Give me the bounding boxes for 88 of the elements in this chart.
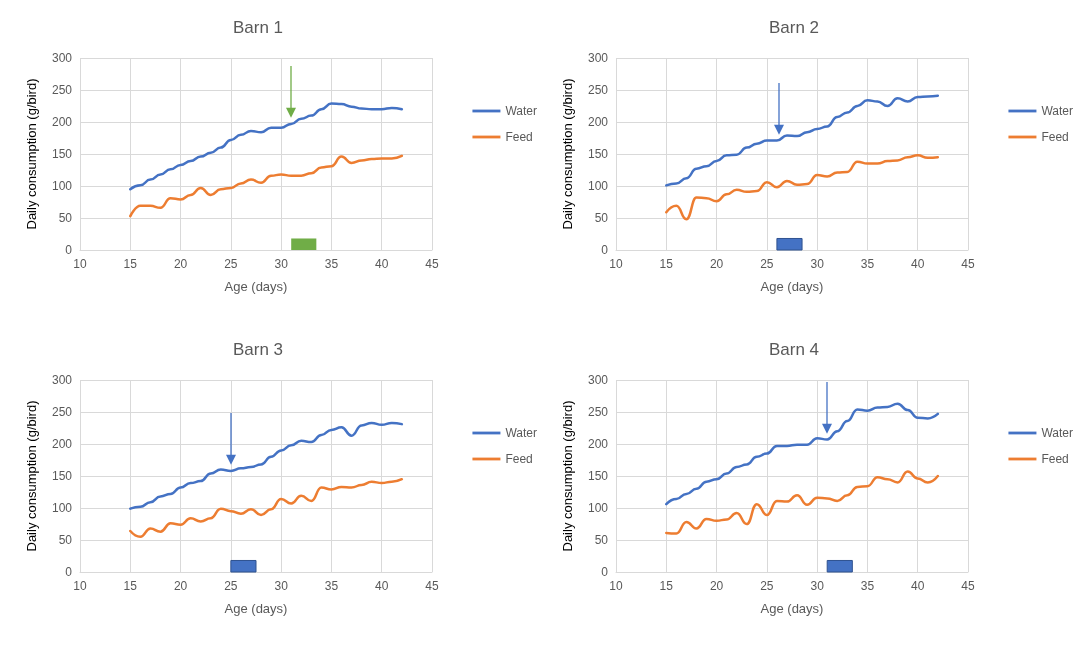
y-tick-label: 300: [587, 51, 609, 65]
line-series: [665, 402, 940, 506]
y-tick-label: 200: [51, 437, 73, 451]
x-tick-label: 10: [73, 257, 87, 271]
y-tick-label: 200: [587, 115, 609, 129]
x-tick-label: 10: [609, 579, 623, 593]
y-tick-label: 150: [51, 469, 73, 483]
x-tick-label: 30: [274, 579, 289, 593]
x-tick-label: 40: [911, 257, 925, 271]
x-tick-label: 20: [173, 257, 188, 271]
legend-label: Water: [505, 426, 537, 440]
x-tick-label: 15: [123, 579, 138, 593]
y-tick-label: 300: [51, 373, 73, 387]
line-series: [129, 154, 404, 218]
y-tick-label: 50: [58, 211, 73, 225]
x-axis-title: Age (days): [760, 279, 824, 294]
y-tick-label: 100: [587, 501, 609, 515]
legend-label: Feed: [1041, 130, 1069, 144]
x-tick-label: 40: [911, 579, 925, 593]
y-tick-label: 50: [594, 533, 609, 547]
chart-title: Barn 3: [232, 340, 284, 359]
legend-label: Water: [505, 104, 537, 118]
y-tick-label: 250: [51, 405, 73, 419]
y-tick-label: 100: [51, 501, 73, 515]
legend-label: Feed: [505, 452, 533, 466]
x-tick-label: 15: [123, 257, 138, 271]
x-tick-label: 20: [709, 579, 724, 593]
x-tick-label: 30: [274, 257, 289, 271]
y-tick-label: 300: [51, 51, 73, 65]
y-tick-label: 50: [58, 533, 73, 547]
legend-label: Feed: [505, 130, 533, 144]
x-tick-label: 35: [860, 257, 875, 271]
y-tick-label: 300: [587, 373, 609, 387]
legend-label: Feed: [1041, 452, 1069, 466]
x-tick-label: 35: [860, 579, 875, 593]
x-tick-label: 35: [324, 579, 339, 593]
y-tick-label: 100: [587, 179, 609, 193]
x-tick-label: 25: [760, 579, 774, 593]
x-tick-label: 10: [609, 257, 623, 271]
line-series: [129, 477, 404, 539]
y-tick-label: 50: [594, 211, 609, 225]
line-series: [665, 470, 940, 535]
x-tick-label: 45: [961, 579, 975, 593]
y-tick-label: 200: [51, 115, 73, 129]
x-tick-label: 25: [224, 579, 238, 593]
x-axis-title: Age (days): [224, 279, 288, 294]
x-tick-label: 35: [324, 257, 339, 271]
x-tick-label: 25: [224, 257, 238, 271]
chart-title: Barn 1: [232, 18, 284, 37]
line-series: [129, 421, 404, 510]
y-tick-label: 250: [51, 83, 73, 97]
y-tick-label: 0: [601, 565, 609, 579]
x-tick-label: 45: [425, 579, 439, 593]
y-axis-title: Daily consumption (g/bird): [24, 400, 39, 552]
y-tick-label: 0: [601, 243, 609, 257]
chart-title: Barn 4: [768, 340, 820, 359]
y-tick-label: 0: [65, 243, 73, 257]
chart-title: Barn 2: [768, 18, 820, 37]
x-tick-label: 25: [760, 257, 774, 271]
legend-label: Water: [1041, 104, 1073, 118]
y-axis-title: Daily consumption (g/bird): [560, 78, 575, 230]
x-tick-label: 30: [810, 257, 825, 271]
y-tick-label: 100: [51, 179, 73, 193]
y-tick-label: 150: [587, 469, 609, 483]
x-axis-title: Age (days): [760, 601, 824, 616]
x-axis-title: Age (days): [224, 601, 288, 616]
x-tick-label: 45: [961, 257, 975, 271]
y-tick-label: 250: [587, 405, 609, 419]
line-series: [665, 154, 940, 221]
x-tick-label: 15: [659, 257, 674, 271]
y-tick-label: 0: [65, 565, 73, 579]
x-tick-label: 45: [425, 257, 439, 271]
y-tick-label: 200: [587, 437, 609, 451]
legend-label: Water: [1041, 426, 1073, 440]
x-tick-label: 10: [73, 579, 87, 593]
x-tick-label: 40: [375, 257, 389, 271]
x-tick-label: 20: [173, 579, 188, 593]
line-series: [665, 94, 940, 187]
x-tick-label: 40: [375, 579, 389, 593]
y-tick-label: 150: [51, 147, 73, 161]
line-series: [129, 102, 404, 191]
y-axis-title: Daily consumption (g/bird): [24, 78, 39, 230]
y-tick-label: 150: [587, 147, 609, 161]
x-tick-label: 15: [659, 579, 674, 593]
y-tick-label: 250: [587, 83, 609, 97]
y-axis-title: Daily consumption (g/bird): [560, 400, 575, 552]
x-tick-label: 20: [709, 257, 724, 271]
x-tick-label: 30: [810, 579, 825, 593]
